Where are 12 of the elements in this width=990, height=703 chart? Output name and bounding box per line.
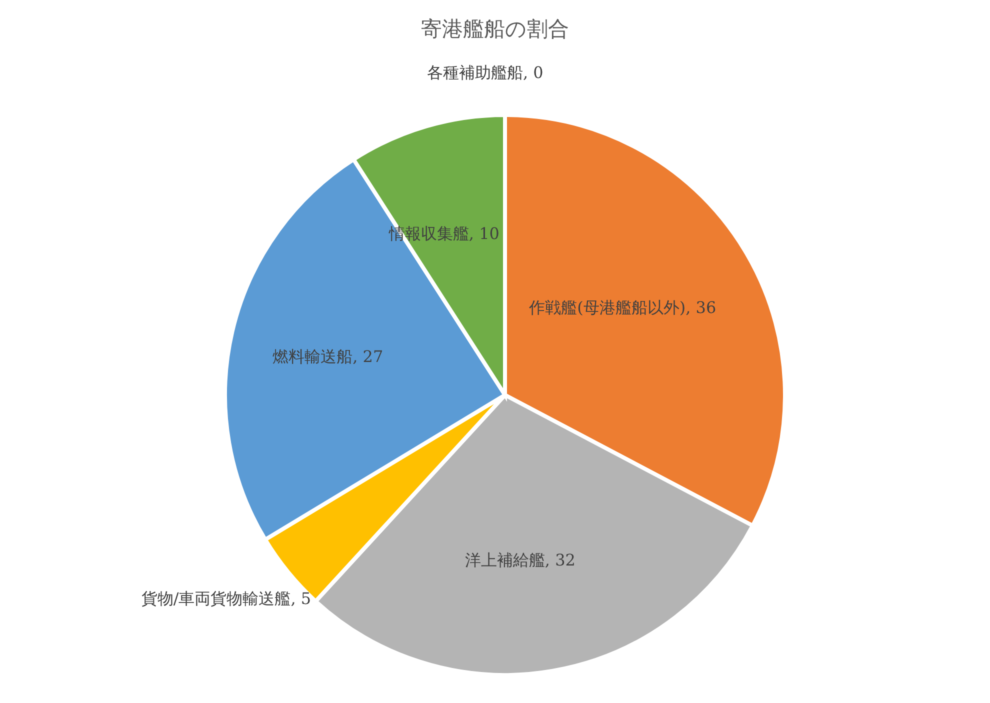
slice-label: 貨物/車両貨物輸送艦 — [141, 588, 291, 608]
category-label: 各種補助艦船 — [427, 63, 523, 82]
data-label: , 36 — [686, 298, 716, 318]
data-label: , 27 — [352, 346, 384, 366]
text: , 0 — [523, 63, 544, 82]
slice-label: 燃料輸送船 — [272, 346, 353, 366]
slice-label: 作戦艦(母港艦船以外) — [528, 298, 686, 318]
data-label: , 32 — [544, 550, 576, 570]
data-label: , 5 — [290, 588, 312, 608]
slice-label: 洋上補給艦 — [464, 550, 545, 570]
data-label: , 10 — [468, 224, 500, 243]
chart-title: 寄港艦船の割合 — [421, 17, 569, 41]
